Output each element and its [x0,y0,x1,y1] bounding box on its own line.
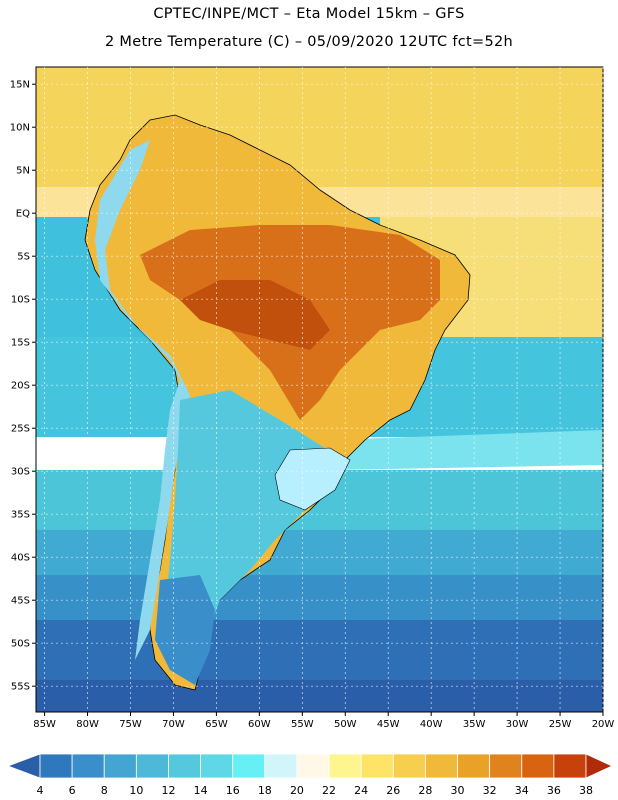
colorbar-label: 4 [37,784,44,797]
colorbar-cell [71,753,105,779]
lat-label: 5N [16,166,30,177]
colorbar-label: 36 [547,784,561,797]
colorbar-cell [296,753,330,779]
colorbar-label: 28 [418,784,432,797]
colorbar-cell [264,753,298,779]
colorbar-label: 32 [483,784,497,797]
ocean-band-far-south [36,680,603,712]
lat-label: 35S [11,510,30,521]
colorbar-cell [200,753,234,779]
colorbar-label: 30 [451,784,465,797]
colorbar-cell [457,753,491,779]
longitude-axis: 85W 80W 75W 70W 65W 60W 55W 50W 45W 40W 35W 30W 25W 2… [33,712,614,730]
lat-label: 5S [17,252,30,263]
ocean-band-south-3 [36,575,603,620]
lon-label: 30W [506,719,529,730]
lat-label: 50S [11,639,30,650]
colorbar-cell [232,753,266,779]
andes-cool-zone [95,140,190,660]
map-frame [35,66,604,713]
lat-label: 20S [11,381,30,392]
map-title-line1: CPTEC/INPE/MCT – Eta Model 15km – GFS [153,6,465,22]
lon-label: 65W [205,719,228,730]
lon-label: 60W [248,719,271,730]
lon-label: 80W [76,719,99,730]
colorbar-cell [135,753,169,779]
patagonia-cold-zone [155,575,215,685]
colorbar-cell [360,753,394,779]
uruguay-zone [274,447,351,511]
colorbar-high-arrow [585,753,613,779]
colorbar-cell [521,753,555,779]
colorbar-label: 24 [354,784,368,797]
lat-label: 40S [11,553,30,564]
colorbar-label: 6 [69,784,76,797]
map-title-line2: 2 Metre Temperature (C) – 05/09/2020 12U… [104,34,514,50]
lat-label: 25S [11,424,30,435]
lon-label: 75W [119,719,142,730]
atlantic-south-warm [330,430,603,470]
temperature-colorbar: 4 6 8 10 12 14 16 18 20 22 24 26 28 30 32 34 36 38 [6,753,613,797]
colorbar-label: 10 [129,784,143,797]
lon-label: 45W [377,719,400,730]
colorbar-label: 14 [194,784,208,797]
colorbar-cell [489,753,523,779]
lat-label: 15S [11,338,30,349]
lon-label: 25W [549,719,572,730]
colorbar-label: 18 [258,784,272,797]
colorbar-label: 34 [515,784,529,797]
lon-label: 85W [33,719,56,730]
lat-label: 15N [10,80,30,91]
lat-label: 10N [10,123,30,134]
colorbar-cell [553,753,587,779]
colorbar-cell [103,753,137,779]
colorbar-cell [392,753,426,779]
lon-label: 35W [463,719,486,730]
lon-label: 20W [592,719,615,730]
colorbar-label: 22 [322,784,336,797]
lon-label: 50W [334,719,357,730]
latitude-axis: 15N 10N 5N EQ 5S 10S 15S 20S 25S 30S 35S 40S 45S 50S 5… [10,80,36,693]
colorbar-cell [39,753,73,779]
temperature-map: 15N 10N 5N EQ 5S 10S 15S 20S 25S 30S 35S 40S 45S 50S 5… [10,66,614,730]
colorbar-cell [328,753,362,779]
colorbar-label: 8 [101,784,108,797]
lat-label: EQ [16,209,30,220]
colorbar-low-arrow [6,753,41,779]
colorbar-label: 26 [386,784,400,797]
lat-label: 30S [11,467,30,478]
lat-label: 55S [11,682,30,693]
lon-label: 55W [291,719,314,730]
lat-label: 45S [11,596,30,607]
colorbar-cell [168,753,201,779]
colorbar-label: 16 [226,784,240,797]
central-hottest-zone [180,280,330,350]
colorbar-label: 38 [579,784,593,797]
colorbar-label: 20 [290,784,304,797]
lon-label: 40W [420,719,443,730]
colorbar-cell [425,753,458,779]
lat-label: 10S [11,295,30,306]
colorbar-label: 12 [161,784,175,797]
ocean-band-south-2 [36,530,603,575]
lon-label: 70W [162,719,185,730]
